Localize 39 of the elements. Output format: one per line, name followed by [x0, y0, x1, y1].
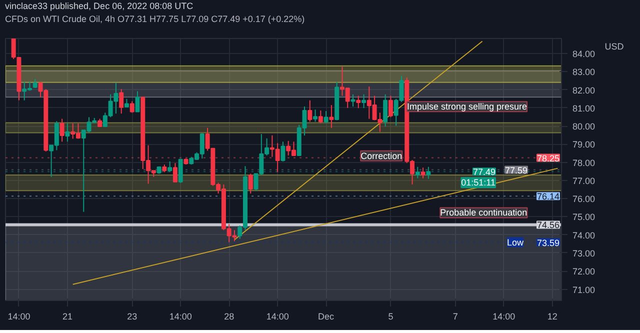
ref-line-label: 77.59 [504, 165, 528, 176]
y-tick-label: 76.00 [572, 194, 596, 204]
x-tick-label: 14:00 [169, 312, 192, 322]
y-tick-label: 77.00 [572, 176, 596, 186]
ref-line-label: 74.56 [536, 220, 560, 230]
x-tick-label: 28 [224, 312, 234, 322]
annotation: Impulse strong selling presure [406, 102, 528, 112]
y-tick-label: 79.00 [572, 140, 596, 150]
y-tick-label: 74.00 [572, 230, 596, 240]
y-tick-label: 82.00 [572, 85, 596, 96]
y-axis-title: USD [604, 42, 624, 52]
x-tick-label: 7 [452, 312, 458, 322]
x-tick-label: Dec [318, 312, 335, 322]
y-tick-label: 84.00 [572, 49, 596, 60]
ref-line-label: 77.49 [472, 167, 496, 178]
x-tick-label: 21 [62, 312, 72, 322]
annotation: Low [506, 237, 524, 248]
x-tick-label: 12 [547, 312, 558, 322]
x-tick-label: 5 [388, 312, 394, 322]
x-tick-label: 14:00 [492, 312, 516, 322]
chart-subtitle: CFDs on WTI Crude Oil, 4h O77.31 H77.75 L77.09 C77.49 +0.17 (+0.22%) [5, 13, 305, 26]
y-tick-label: 81.00 [572, 103, 596, 114]
ref-line-label: 78.25 [536, 153, 560, 164]
y-tick-label: 75.00 [572, 212, 596, 222]
annotation: Probable continuation [440, 208, 528, 218]
x-tick-label: 14:00 [266, 312, 289, 322]
y-tick-label: 72.00 [572, 266, 596, 277]
annotation: 01:51:11 [461, 178, 496, 188]
y-tick-label: 78.00 [572, 158, 596, 168]
x-tick-label: 14:00 [8, 312, 30, 322]
ref-line-label: 73.59 [536, 238, 560, 248]
y-tick-label: 73.00 [572, 248, 596, 258]
annotation: Correction [360, 150, 402, 161]
ref-line-label: 76.14 [536, 192, 560, 202]
x-tick-label: 23 [127, 312, 138, 322]
chart-title: vinclace33 published, Dec 06, 2022 08:08 UTC [5, 0, 194, 13]
y-tick-label: 80.00 [572, 122, 596, 132]
y-tick-label: 71.00 [572, 284, 596, 295]
y-tick-label: 83.00 [572, 67, 596, 78]
